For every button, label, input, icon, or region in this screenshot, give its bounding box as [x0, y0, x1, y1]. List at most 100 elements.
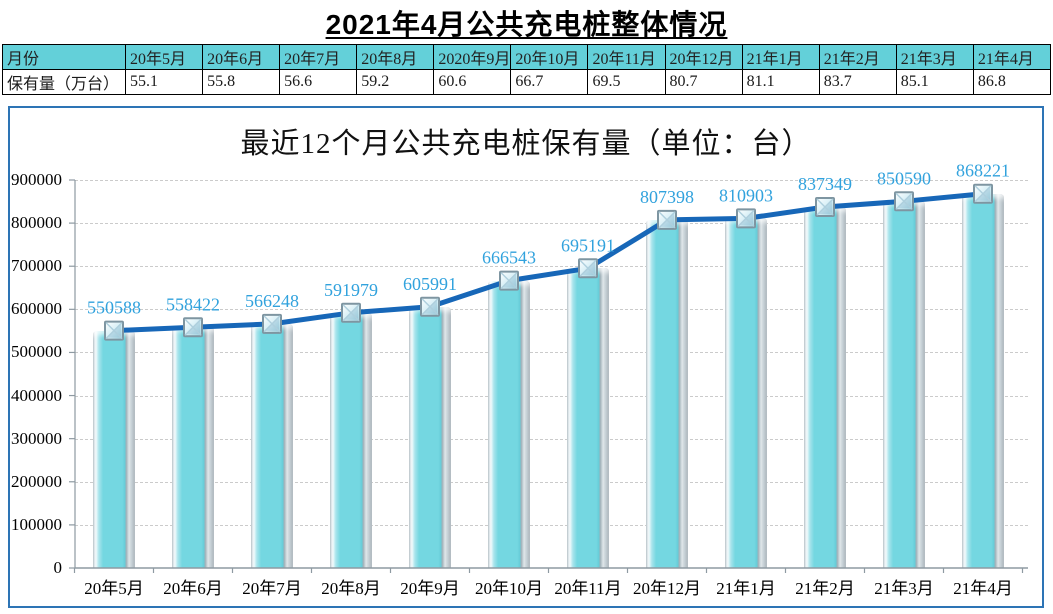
marker-bevel: [421, 298, 439, 316]
month-header-cell: 20年12月: [664, 44, 743, 70]
x-category-label: 20年7月: [242, 579, 302, 598]
table-value-row: 保有量（万台） 55.1 55.8 56.6 59.2 60.6 66.7 69.5 80.7…: [2, 69, 1052, 95]
bar: [725, 218, 767, 568]
month-header-cell: 21年1月: [741, 44, 820, 70]
marker-bevel: [184, 318, 202, 336]
data-label: 810903: [719, 185, 773, 205]
table-corner-cell: 月份: [2, 44, 126, 70]
bar: [646, 219, 688, 568]
plot-area: 550588 558422 566248 591979 605991 666543 6951…: [69, 108, 1035, 608]
bar: [330, 312, 372, 568]
data-label: 605991: [403, 274, 457, 294]
data-label: 666543: [482, 248, 536, 268]
value-cell: 80.7: [664, 69, 743, 95]
value-cell: 69.5: [587, 69, 666, 95]
data-label: 868221: [956, 161, 1010, 181]
y-tick-label: 500000: [11, 342, 62, 362]
value-cell: 66.7: [510, 69, 589, 95]
table-row-label-cell: 保有量（万台）: [2, 69, 126, 95]
trend-line: [111, 191, 986, 334]
value-cell: 55.8: [202, 69, 281, 95]
x-category-label: 21年3月: [874, 579, 934, 598]
x-category-label: 21年2月: [795, 579, 855, 598]
x-category-label: 20年11月: [554, 579, 622, 598]
x-category-label: 20年8月: [321, 579, 381, 598]
data-label: 591979: [324, 280, 378, 300]
bar: [172, 327, 214, 568]
month-header-cell: 20年10月: [510, 44, 589, 70]
chart-title: 最近12个月公共充电桩保有量（单位：台）: [240, 128, 812, 160]
summary-table: 月份 20年5月 20年6月 20年7月 20年8月 2020年9月 20年10月 20年1…: [2, 44, 1052, 95]
x-category-label: 20年12月: [633, 579, 701, 598]
x-category-label: 20年5月: [84, 579, 144, 598]
month-header-cell: 20年8月: [356, 44, 435, 70]
month-header-cell: 21年3月: [895, 44, 974, 70]
y-tick-label: 800000: [11, 213, 62, 233]
bar: [883, 201, 925, 568]
month-header-cell: 21年4月: [972, 44, 1052, 70]
marker-bevel: [737, 209, 755, 227]
bar: [567, 268, 609, 568]
gridline: [75, 309, 1028, 311]
data-label: 837349: [798, 174, 852, 194]
data-label: 550588: [87, 298, 141, 318]
value-cell: 55.1: [124, 69, 204, 95]
value-cell: 85.1: [895, 69, 974, 95]
data-label: 695191: [561, 235, 615, 255]
gridline: [75, 352, 1028, 354]
month-header-cell: 20年5月: [124, 44, 204, 70]
month-header-cell: 21年2月: [818, 44, 897, 70]
y-tick-label: 200000: [11, 471, 62, 491]
value-cell: 60.6: [433, 69, 512, 95]
bar: [251, 323, 293, 568]
gridline: [75, 438, 1028, 440]
gridline: [75, 180, 1028, 181]
data-label: 850590: [877, 168, 931, 188]
table-header-row: 月份 20年5月 20年6月 20年7月 20年8月 2020年9月 20年10月 20年1…: [2, 44, 1052, 70]
y-tick-label: 0: [53, 558, 63, 577]
y-tick-label: 900000: [11, 170, 62, 189]
data-label: 558422: [166, 294, 220, 314]
y-tick-label: 300000: [11, 428, 62, 448]
value-cell: 83.7: [818, 69, 897, 95]
data-label: 807398: [640, 187, 694, 207]
bar: [93, 330, 135, 568]
marker-bevel: [816, 198, 834, 216]
x-category-label: 20年9月: [400, 579, 460, 598]
gridline: [75, 481, 1028, 483]
value-cell: 81.1: [741, 69, 820, 95]
marker-bevel: [658, 211, 676, 229]
y-tick-label: 700000: [11, 256, 62, 276]
value-cell: 59.2: [356, 69, 435, 95]
gridline: [75, 395, 1028, 397]
bar: [962, 193, 1004, 568]
y-tick-label: 100000: [11, 514, 62, 534]
trend-line-svg: 550588 558422 566248 591979 605991 666543 6951…: [69, 161, 1028, 573]
page-title: 2021年4月公共充电桩整体情况: [325, 9, 728, 40]
bar: [409, 306, 451, 568]
y-tick-label: 600000: [11, 299, 62, 319]
gridline: [75, 266, 1028, 268]
gridline: [75, 524, 1028, 526]
bar: [488, 280, 530, 568]
marker-bevel: [263, 315, 281, 333]
x-category-label: 21年1月: [716, 579, 776, 598]
value-cell: 56.6: [279, 69, 358, 95]
month-header-cell: 20年7月: [279, 44, 358, 70]
marker-bevel: [342, 304, 360, 322]
x-category-label: 20年10月: [475, 579, 543, 598]
data-label: 566248: [245, 291, 299, 311]
month-header-cell: 20年11月: [587, 44, 666, 70]
value-cell: 86.8: [972, 69, 1052, 95]
marker-bevel: [579, 259, 597, 277]
marker-bevel: [974, 185, 992, 203]
x-category-label: 20年6月: [163, 579, 223, 598]
gridline: [75, 223, 1028, 225]
marker-bevel: [895, 192, 913, 210]
marker-bevel: [105, 322, 123, 340]
y-tick-label: 400000: [11, 385, 62, 405]
bar: [804, 207, 846, 568]
month-header-cell: 20年6月: [202, 44, 281, 70]
marker-bevel: [500, 272, 518, 290]
x-category-label: 21年4月: [953, 579, 1013, 598]
